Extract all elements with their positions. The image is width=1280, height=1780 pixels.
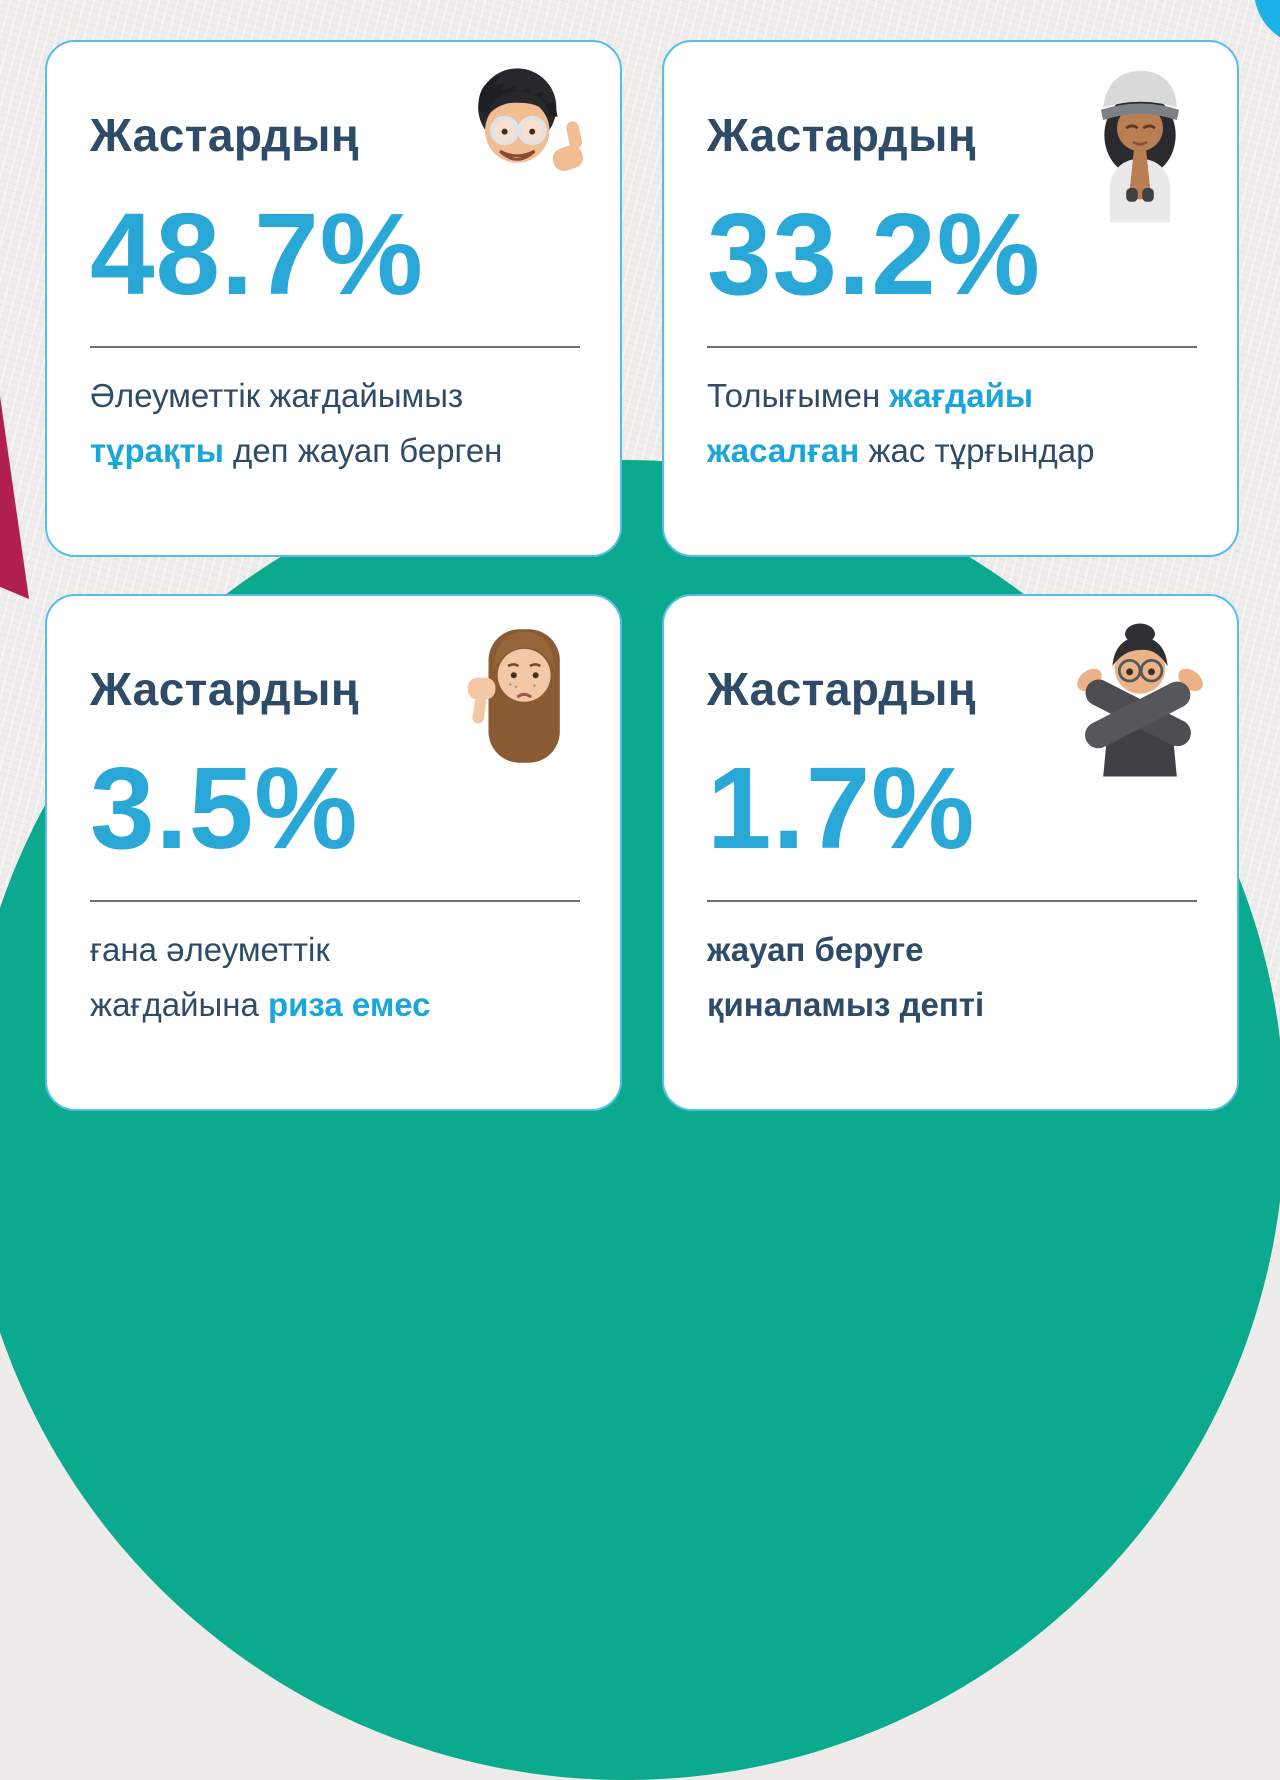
- stat-value: 3.5%: [90, 743, 359, 873]
- description-line: Толығымен жағдайы: [707, 368, 1192, 423]
- thumbs-down-girl-illustration: [467, 629, 560, 763]
- stat-card-hard-to-answer: Жастардың 1.7% жауап беруге қинал: [662, 594, 1239, 1111]
- description-line: жасалған жас тұрғындар: [707, 423, 1192, 478]
- praying-woman-memoji-icon: [1071, 58, 1209, 226]
- stat-cards-grid: Жастардың 48.7% Әлеуметтік: [45, 40, 1239, 1111]
- divider-line: [90, 346, 580, 348]
- card-title: Жастардың: [90, 109, 360, 161]
- stat-description: ғана әлеуметтік жағдайына риза емес: [90, 922, 575, 1032]
- stat-description: Толығымен жағдайы жасалған жас тұрғындар: [707, 368, 1192, 478]
- description-text: ғана әлеуметтік: [90, 931, 330, 968]
- praying-woman-illustration: [1100, 70, 1180, 223]
- thumbs-up-boy-illustration: [478, 68, 583, 171]
- stat-card-dissatisfied: Жастардың 3.5% ғана әлеуметтік: [45, 594, 622, 1111]
- description-text: қиналамыз депті: [707, 986, 985, 1023]
- card-title: Жастардың: [707, 109, 977, 161]
- no-gesture-man-memoji-icon: [1071, 612, 1209, 780]
- no-gesture-man-illustration: [1077, 623, 1203, 777]
- stat-card-stable: Жастардың 48.7% Әлеуметтік: [45, 40, 622, 557]
- description-text: жауап беруге: [707, 931, 924, 968]
- description-line: Әлеуметтік жағдайымыз: [90, 368, 575, 423]
- stat-value: 1.7%: [707, 743, 976, 873]
- description-text: Әлеуметтік жағдайымыз: [90, 377, 464, 414]
- description-line: қиналамыз депті: [707, 977, 1192, 1032]
- description-highlight: риза емес: [267, 986, 431, 1023]
- description-line: жауап беруге: [707, 922, 1192, 977]
- stat-description: Әлеуметтік жағдайымыз тұрақты деп жауап …: [90, 368, 575, 478]
- description-text: Толығымен: [707, 377, 890, 414]
- description-highlight: жасалған: [707, 432, 860, 469]
- divider-line: [707, 346, 1197, 348]
- card-title: Жастардың: [707, 663, 977, 715]
- divider-line: [707, 900, 1197, 902]
- stat-card-fully-provided: Жастардың 33.2% Толығымен жағдайы жасалғ…: [662, 40, 1239, 557]
- thumbs-down-girl-memoji-icon: [454, 612, 592, 780]
- description-line: жағдайына риза емес: [90, 977, 575, 1032]
- stat-value: 33.2%: [707, 189, 1041, 319]
- stat-description: жауап беруге қиналамыз депті: [707, 922, 1192, 1032]
- divider-line: [90, 900, 580, 902]
- stat-value: 48.7%: [90, 189, 424, 319]
- thumbs-up-boy-memoji-icon: [454, 58, 592, 226]
- description-highlight: жағдайы: [889, 377, 1034, 414]
- description-line: тұрақты деп жауап берген: [90, 423, 575, 478]
- description-line: ғана әлеуметтік: [90, 922, 575, 977]
- description-highlight: тұрақты: [90, 432, 224, 469]
- card-title: Жастардың: [90, 663, 360, 715]
- description-text: жас тұрғындар: [859, 432, 1095, 469]
- description-text: деп жауап берген: [223, 432, 503, 469]
- description-text: жағдайына: [90, 986, 268, 1023]
